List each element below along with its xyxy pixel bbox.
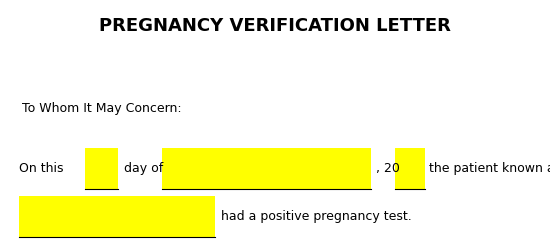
Text: PREGNANCY VERIFICATION LETTER: PREGNANCY VERIFICATION LETTER: [99, 17, 451, 35]
Bar: [395, 148, 425, 189]
Text: day of: day of: [124, 162, 163, 175]
Text: had a positive pregnancy test.: had a positive pregnancy test.: [221, 210, 412, 223]
Text: , 20: , 20: [376, 162, 399, 175]
Text: On this: On this: [19, 162, 64, 175]
Text: the patient known as: the patient known as: [429, 162, 550, 175]
Bar: [19, 196, 214, 237]
Bar: [162, 148, 371, 189]
Bar: [85, 148, 118, 189]
Text: To Whom It May Concern:: To Whom It May Concern:: [22, 102, 182, 115]
